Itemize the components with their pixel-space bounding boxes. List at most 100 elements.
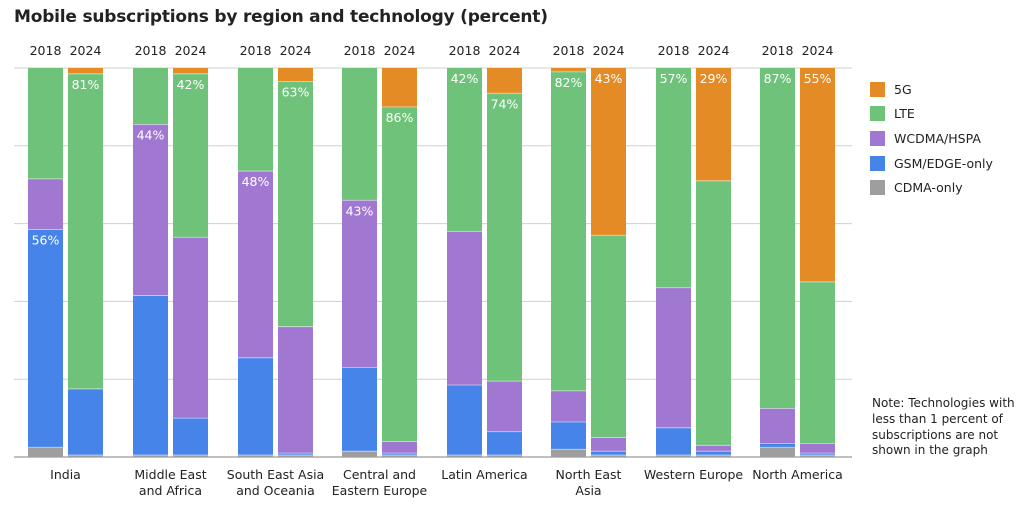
bar-segment-wcdma-hspa — [173, 237, 208, 419]
category-label: Western Europe — [644, 467, 744, 482]
category-label: Latin America — [441, 467, 527, 482]
bar-segment-5g — [382, 68, 417, 107]
bar-segment-cdma-only — [173, 455, 208, 457]
bar-segment-cdma-only — [238, 455, 273, 457]
bar-segment-lte — [696, 180, 731, 446]
bar-segment-lte — [551, 71, 586, 391]
bar-segment-gsm-edge-only — [342, 367, 377, 452]
bar-segment-lte — [28, 68, 63, 179]
bar-segment-lte — [591, 235, 626, 438]
bar-segment-wcdma-hspa — [551, 390, 586, 422]
data-label: 29% — [700, 71, 728, 86]
bar-segment-cdma-only — [591, 455, 626, 457]
data-label: 43% — [346, 203, 374, 218]
bar-segment-gsm-edge-only — [382, 453, 417, 456]
bar-segment-lte — [133, 68, 168, 125]
bar-segment-wcdma-hspa — [696, 445, 731, 452]
legend-swatch-wcdma-hspa — [870, 130, 885, 146]
bar-segment-cdma-only — [278, 455, 313, 457]
bar-segment-wcdma-hspa — [133, 124, 168, 296]
data-label: 48% — [242, 174, 270, 189]
legend-swatch-lte — [870, 106, 885, 122]
data-label: 42% — [177, 77, 205, 92]
chart-title: Mobile subscriptions by region and techn… — [14, 7, 548, 27]
year-label: 2018 — [135, 43, 167, 58]
year-label: 2024 — [698, 43, 730, 58]
data-label: 74% — [491, 96, 519, 111]
bar-segment-cdma-only — [68, 455, 103, 457]
data-label: 86% — [386, 110, 414, 125]
bar-segment-wcdma-hspa — [278, 326, 313, 454]
category-label: Middle East and Africa — [134, 467, 206, 498]
bar-segment-5g — [591, 68, 626, 236]
bar-segment-gsm-edge-only — [68, 388, 103, 456]
category-label: India — [50, 467, 81, 482]
bar-segment-wcdma-hspa — [28, 178, 63, 230]
bar-segment-gsm-edge-only — [487, 431, 522, 456]
bar-segment-cdma-only — [696, 455, 731, 457]
legend-swatch-cdma-only — [870, 180, 885, 196]
chart-legend: 5G LTE WCDMA/HSPA GSM/EDGE-only CDMA-onl… — [870, 77, 993, 200]
data-label: 63% — [282, 85, 310, 100]
legend-swatch-5g — [870, 81, 885, 97]
bar-segment-wcdma-hspa — [238, 171, 273, 358]
year-label: 2018 — [762, 43, 794, 58]
bar-segment-wcdma-hspa — [447, 231, 482, 386]
legend-label-lte: LTE — [894, 106, 915, 122]
bar-segment-wcdma-hspa — [656, 287, 691, 428]
year-label: 2018 — [344, 43, 376, 58]
year-label: 2018 — [658, 43, 690, 58]
legend-item-wcdma-hspa: WCDMA/HSPA — [870, 126, 993, 151]
legend-swatch-gsm-edge-only — [870, 155, 885, 171]
legend-label-cdma-only: CDMA-only — [894, 180, 963, 196]
data-label: 44% — [137, 127, 165, 142]
bar-segment-wcdma-hspa — [342, 200, 377, 368]
data-label: 43% — [595, 71, 623, 86]
bar-segment-gsm-edge-only — [278, 453, 313, 456]
data-label: 87% — [764, 71, 792, 86]
data-label: 81% — [72, 77, 100, 92]
legend-item-5g: 5G — [870, 77, 993, 102]
year-label: 2024 — [802, 43, 834, 58]
category-label: South East Asia and Oceania — [227, 467, 324, 498]
data-label: 82% — [555, 75, 583, 90]
bar-segment-cdma-only — [551, 449, 586, 457]
bar-segment-wcdma-hspa — [800, 443, 835, 454]
bar-segment-lte — [173, 73, 208, 238]
legend-item-lte: LTE — [870, 102, 993, 127]
bar-segment-gsm-edge-only — [696, 451, 731, 456]
bar-segment-5g — [173, 68, 208, 74]
year-label: 2018 — [449, 43, 481, 58]
legend-label-wcdma-hspa: WCDMA/HSPA — [894, 130, 981, 146]
bar-segment-gsm-edge-only — [173, 418, 208, 456]
data-label: 42% — [451, 71, 479, 86]
year-label: 2024 — [280, 43, 312, 58]
bar-segment-gsm-edge-only — [760, 443, 795, 448]
category-label: North America — [752, 467, 843, 482]
category-label: Central and Eastern Europe — [332, 467, 428, 498]
bar-segment-5g — [278, 68, 313, 82]
bar-segment-gsm-edge-only — [591, 451, 626, 456]
bar-segment-lte — [238, 68, 273, 172]
year-label: 2018 — [553, 43, 585, 58]
bar-segment-gsm-edge-only — [447, 385, 482, 456]
bar-segment-wcdma-hspa — [760, 408, 795, 444]
bar-segment-gsm-edge-only — [656, 427, 691, 456]
category-label: North East Asia — [556, 467, 622, 498]
bar-segment-lte — [382, 106, 417, 442]
year-label: 2018 — [30, 43, 62, 58]
bar-segment-cdma-only — [487, 455, 522, 457]
bar-segment-cdma-only — [760, 447, 795, 457]
bar-segment-cdma-only — [28, 447, 63, 457]
year-label: 2024 — [384, 43, 416, 58]
year-label: 2018 — [240, 43, 272, 58]
bar-segment-lte — [800, 281, 835, 444]
bar-segment-lte — [447, 68, 482, 232]
bar-segment-5g — [68, 68, 103, 74]
legend-item-gsm-edge-only: GSM/EDGE-only — [870, 151, 993, 176]
bar-segment-5g — [551, 68, 586, 72]
bar-segment-gsm-edge-only — [133, 295, 168, 456]
bar-segment-wcdma-hspa — [487, 381, 522, 432]
bar-segment-5g — [487, 68, 522, 94]
